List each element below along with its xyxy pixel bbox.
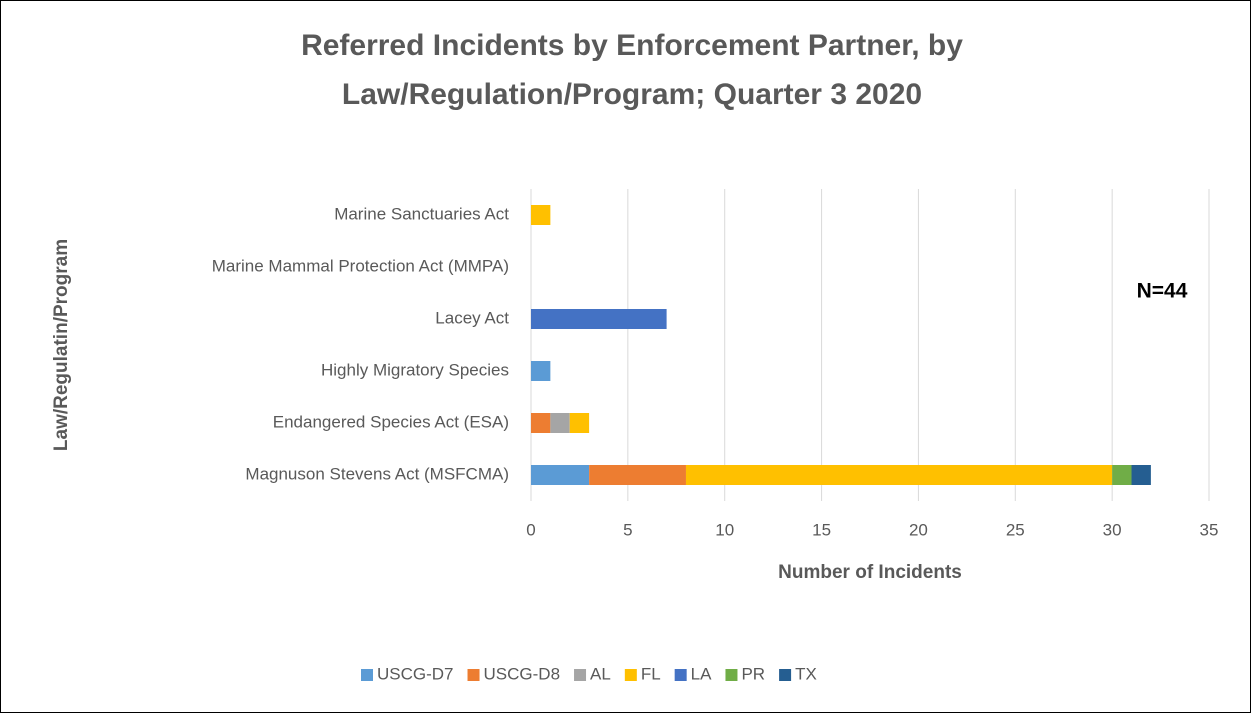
- x-tick-label: 5: [623, 520, 632, 539]
- x-tick-label: 35: [1200, 520, 1219, 539]
- y-tick-label: Endangered Species Act (ESA): [273, 412, 509, 431]
- legend-swatch: [467, 669, 480, 681]
- x-tick-label: 20: [909, 520, 928, 539]
- legend-swatch: [725, 669, 738, 681]
- bar-segment: [550, 413, 570, 433]
- y-tick-label: Marine Mammal Protection Act (MMPA): [212, 256, 509, 275]
- x-tick-label: 0: [526, 520, 535, 539]
- legend-label: USCG-D8: [484, 664, 561, 683]
- x-tick-label: 15: [812, 520, 831, 539]
- bar-segment: [531, 205, 551, 225]
- x-tick-label: 25: [1006, 520, 1025, 539]
- x-axis-title: Number of Incidents: [778, 562, 962, 583]
- legend-swatch: [361, 669, 373, 681]
- legend-label: TX: [795, 664, 817, 683]
- bar-segment: [531, 465, 590, 485]
- chart-title: Referred Incidents by Enforcement Partne…: [301, 29, 963, 62]
- annotation: N=44: [1137, 280, 1188, 303]
- y-tick-label: Highly Migratory Species: [321, 360, 509, 379]
- y-axis-title: Law/Regulatin/Program: [51, 239, 72, 451]
- bar-segment: [1112, 465, 1132, 485]
- legend-swatch: [779, 669, 792, 681]
- bar-segment: [589, 465, 686, 485]
- legend-label: AL: [590, 664, 611, 683]
- legend-label: FL: [641, 664, 661, 683]
- chart-title: Law/Regulation/Program; Quarter 3 2020: [342, 78, 922, 111]
- x-tick-label: 10: [715, 520, 734, 539]
- bar-segment: [569, 413, 590, 433]
- legend-swatch: [674, 669, 687, 681]
- bar-segment: [1131, 465, 1151, 485]
- legend-swatch: [624, 669, 637, 681]
- bar-segment: [531, 309, 667, 329]
- y-tick-label: Magnuson Stevens Act (MSFCMA): [245, 464, 509, 483]
- x-tick-label: 30: [1103, 520, 1122, 539]
- legend-label: PR: [741, 664, 765, 683]
- y-tick-label: Marine Sanctuaries Act: [334, 204, 509, 223]
- bar-segment: [531, 413, 551, 433]
- legend-label: LA: [691, 664, 712, 683]
- bar-segment: [531, 361, 551, 381]
- legend-swatch: [574, 669, 587, 681]
- legend-label: USCG-D7: [377, 664, 454, 683]
- bar-segment: [685, 465, 1113, 485]
- y-tick-label: Lacey Act: [435, 308, 509, 327]
